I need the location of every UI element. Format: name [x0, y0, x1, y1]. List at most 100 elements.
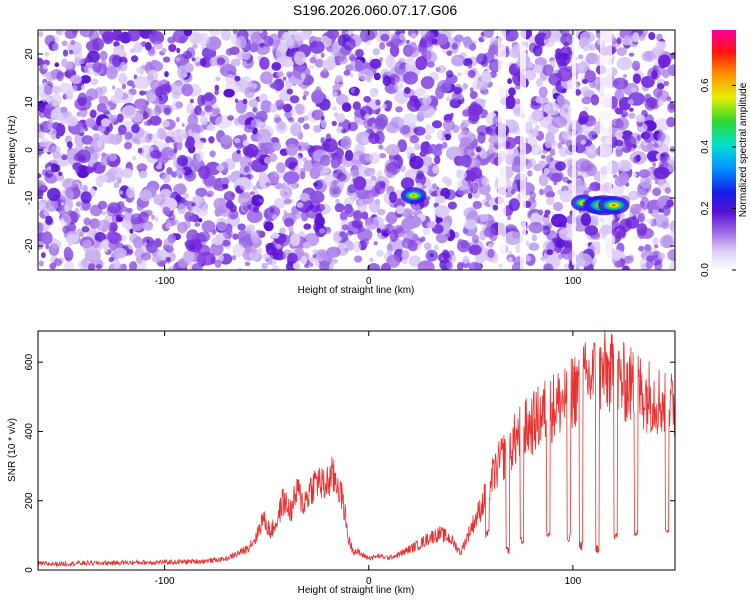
heatmap-cell	[553, 181, 558, 186]
heatmap-cell	[187, 114, 199, 126]
heatmap-cell	[364, 153, 373, 163]
heatmap-cell	[243, 165, 250, 173]
heatmap-cell	[87, 263, 96, 270]
heatmap-cell	[340, 136, 352, 150]
heatmap-cell	[206, 190, 214, 197]
heatmap-cell	[432, 165, 439, 174]
heatmap-cell	[230, 58, 241, 67]
heatmap-cell	[652, 187, 662, 197]
heatmap-cell	[420, 236, 426, 242]
heatmap-cell	[269, 207, 275, 214]
snr-frame	[37, 330, 676, 571]
heatmap-cell	[182, 50, 193, 60]
heatmap-cell	[176, 47, 181, 54]
heatmap-cell	[628, 112, 636, 119]
heatmap-cell	[165, 222, 172, 229]
heatmap-cell	[337, 34, 347, 47]
heatmap-cell	[183, 250, 195, 263]
heatmap-cell	[406, 230, 415, 238]
heatmap-cell	[332, 258, 338, 264]
heatmap-cell	[538, 30, 552, 40]
heatmap-cell	[229, 46, 240, 55]
heatmap-cell	[614, 176, 626, 187]
heatmap-cell	[189, 98, 194, 104]
heatmap-cell	[379, 42, 386, 50]
heatmap-cell	[635, 203, 642, 210]
heatmap-cell	[86, 166, 95, 174]
heatmap-cell	[69, 74, 82, 85]
heatmap-cell	[476, 81, 489, 91]
heatmap-cell	[615, 107, 624, 115]
heatmap-cell	[509, 46, 520, 59]
heatmap-cell	[376, 249, 384, 257]
heatmap-cell	[285, 143, 299, 156]
spectrogram-y-label: Frequency (Hz)	[7, 116, 18, 185]
heatmap-cell	[547, 232, 555, 240]
heatmap-cell	[557, 67, 573, 82]
heatmap-cell	[435, 195, 446, 204]
heatmap-cell	[311, 89, 325, 104]
heatmap-cell	[182, 192, 190, 199]
heatmap-cell	[424, 134, 432, 141]
heatmap-cell	[270, 83, 278, 89]
heatmap-cell	[176, 182, 187, 195]
heatmap-cell	[574, 89, 582, 96]
heatmap-cell	[213, 197, 227, 211]
heatmap-cell	[341, 224, 349, 231]
heatmap-cell	[186, 103, 195, 115]
heatmap-cell	[322, 68, 328, 73]
heatmap-cell	[587, 148, 594, 155]
heatmap-cell	[468, 261, 482, 270]
heatmap-cell	[415, 182, 423, 189]
heatmap-cell	[616, 37, 622, 45]
heatmap-cell	[533, 45, 543, 57]
heatmap-cell	[129, 228, 134, 234]
heatmap-cell	[422, 94, 432, 106]
heatmap-cell	[630, 86, 637, 93]
heatmap-cell	[578, 54, 584, 60]
heatmap-cell	[75, 168, 80, 174]
heatmap-cell	[512, 231, 520, 239]
heatmap-cell	[201, 47, 217, 60]
heatmap-cell	[149, 115, 162, 126]
heatmap-cell	[62, 225, 70, 234]
heatmap-cell	[146, 239, 150, 244]
heatmap-cell	[75, 213, 81, 219]
heatmap-cell	[124, 105, 135, 116]
heatmap-cell	[162, 173, 171, 184]
heatmap-cell	[113, 182, 120, 189]
heatmap-cell	[347, 121, 359, 132]
heatmap-cell	[654, 244, 659, 249]
heatmap-cell	[176, 154, 189, 167]
heatmap-cell	[369, 257, 374, 262]
heatmap-cell	[301, 73, 306, 80]
heatmap-cell	[244, 86, 255, 99]
heatmap-cell	[221, 239, 231, 247]
heatmap-cell	[284, 217, 295, 228]
heatmap-cell	[507, 78, 512, 85]
heatmap-cell	[550, 140, 557, 147]
heatmap-cell	[257, 142, 266, 150]
heatmap-cell	[83, 126, 89, 132]
heatmap-cell	[509, 35, 515, 42]
heatmap-cell	[446, 261, 453, 270]
heatmap-cell	[402, 113, 418, 127]
heatmap-cell	[339, 211, 348, 222]
heatmap-cell	[415, 30, 419, 34]
heatmap-cell	[151, 214, 155, 220]
heatmap-cell	[592, 257, 598, 265]
heatmap-cell	[295, 105, 304, 115]
y-tick-label: 200	[24, 492, 35, 509]
heatmap-cell	[380, 33, 390, 42]
heatmap-cell	[544, 141, 553, 149]
heatmap-cell	[400, 165, 406, 172]
heatmap-cell	[338, 232, 344, 238]
heatmap-cell	[507, 187, 512, 193]
heatmap-cell	[433, 148, 442, 157]
heatmap-cell	[312, 124, 321, 133]
heatmap-cell	[188, 243, 196, 251]
heatmap-cell	[545, 197, 555, 206]
y-tick-label: 400	[24, 423, 35, 440]
heatmap-cell	[632, 32, 640, 43]
heatmap-cell	[536, 214, 543, 222]
